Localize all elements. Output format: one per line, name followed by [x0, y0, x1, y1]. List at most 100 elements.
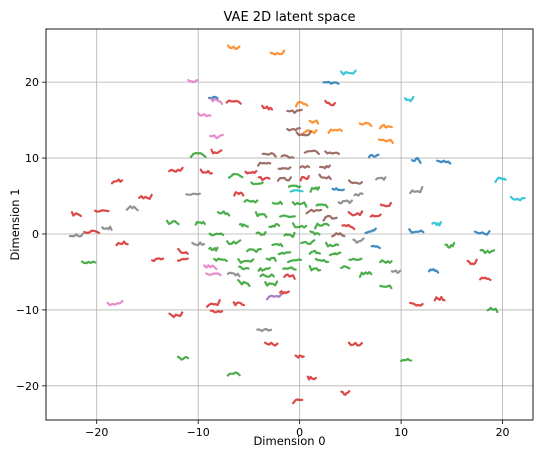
- trace-green: [308, 264, 322, 272]
- trace-orange: [377, 138, 394, 144]
- trace-blue: [436, 159, 452, 165]
- trace-green: [279, 214, 296, 219]
- trace-gray: [185, 192, 201, 196]
- trace-green: [324, 241, 340, 248]
- trace-green: [237, 279, 251, 287]
- trace-red: [205, 299, 221, 308]
- trace-green: [226, 371, 241, 377]
- trace-green: [208, 246, 219, 252]
- trace-green: [444, 241, 456, 249]
- trace-brown: [286, 108, 303, 114]
- trace-gray: [409, 186, 424, 195]
- trace-brown: [305, 208, 323, 215]
- x-tick-label: −10: [187, 426, 210, 439]
- trace-brown: [299, 164, 311, 169]
- trace-cyan: [403, 95, 415, 103]
- trace-red: [83, 229, 101, 234]
- trace-brown: [295, 130, 312, 137]
- trace-green: [314, 222, 330, 230]
- trace-green: [282, 266, 297, 271]
- x-tick-label: −20: [85, 426, 108, 439]
- trace-blue: [410, 157, 422, 164]
- trace-green: [379, 284, 393, 290]
- trace-green: [227, 172, 244, 179]
- trace-green: [243, 198, 259, 204]
- trace-pink: [187, 78, 199, 84]
- trace-orange: [358, 121, 373, 128]
- trace-brown: [322, 214, 338, 222]
- trace-cyan: [431, 221, 442, 227]
- trace-red: [347, 210, 364, 217]
- trace-red: [466, 258, 478, 266]
- trace-red: [209, 309, 224, 314]
- trace-gray: [337, 199, 353, 205]
- trace-brown: [280, 154, 295, 159]
- trace-green: [265, 256, 277, 262]
- trace-red: [177, 247, 189, 255]
- trace-gray: [375, 176, 387, 181]
- trace-red: [70, 211, 82, 218]
- trace-red: [341, 223, 356, 231]
- trace-orange: [294, 100, 309, 108]
- trace-green: [213, 257, 228, 263]
- trace-red: [306, 375, 317, 381]
- trace-green: [216, 210, 231, 217]
- trace-red: [94, 209, 110, 213]
- y-tick-label: 20: [25, 76, 39, 89]
- trace-green: [264, 280, 279, 287]
- trace-red: [369, 213, 382, 218]
- trace-green: [315, 203, 329, 209]
- axis-ticks: −20 −10 0 10 20 −20 −10 0 10 20: [16, 76, 510, 439]
- trace-orange: [302, 129, 318, 135]
- trace-red: [324, 99, 336, 107]
- trace-purple: [265, 292, 283, 301]
- trace-cyan: [289, 189, 304, 193]
- trace-green: [176, 355, 190, 361]
- trace-orange: [327, 128, 343, 134]
- trace-red: [199, 168, 213, 175]
- trace-red: [210, 148, 223, 155]
- trace-green: [238, 222, 249, 228]
- trace-blue: [473, 230, 491, 236]
- trace-cyan: [494, 176, 507, 184]
- trace-green: [348, 257, 363, 261]
- trace-pink: [209, 97, 224, 105]
- trace-green: [291, 222, 308, 229]
- trace-green: [308, 249, 321, 255]
- trace-green: [287, 258, 303, 264]
- trace-green: [257, 266, 271, 272]
- trace-brown: [276, 176, 293, 182]
- trace-green: [238, 265, 250, 271]
- trace-brown: [347, 179, 363, 185]
- trace-green: [189, 151, 207, 159]
- trace-orange: [378, 123, 393, 130]
- trace-pink: [106, 300, 124, 307]
- trace-green: [226, 239, 242, 246]
- trace-gray: [390, 269, 402, 274]
- trace-cyan: [340, 69, 357, 76]
- trace-green: [165, 219, 180, 226]
- trace-red: [225, 99, 242, 105]
- trace-red: [232, 301, 245, 307]
- trace-red: [340, 390, 351, 396]
- trace-gray: [125, 205, 139, 212]
- trace-green: [277, 251, 292, 256]
- trace-red: [379, 201, 392, 208]
- trace-green: [309, 230, 321, 236]
- trace-green: [254, 211, 268, 219]
- trace-red: [479, 276, 492, 281]
- trace-gray: [101, 225, 113, 231]
- trace-green: [194, 220, 206, 226]
- trace-brown: [318, 173, 332, 181]
- trace-red: [168, 311, 184, 319]
- trace-brown: [261, 152, 277, 158]
- trace-gray: [352, 237, 365, 244]
- trace-gray: [68, 232, 84, 238]
- trace-green: [268, 223, 281, 229]
- trace-red: [110, 178, 124, 185]
- trace-blue: [367, 153, 380, 159]
- trace-gray: [226, 271, 241, 278]
- trace-green: [246, 248, 262, 253]
- trace-blue: [408, 228, 425, 234]
- trace-brown: [319, 164, 331, 170]
